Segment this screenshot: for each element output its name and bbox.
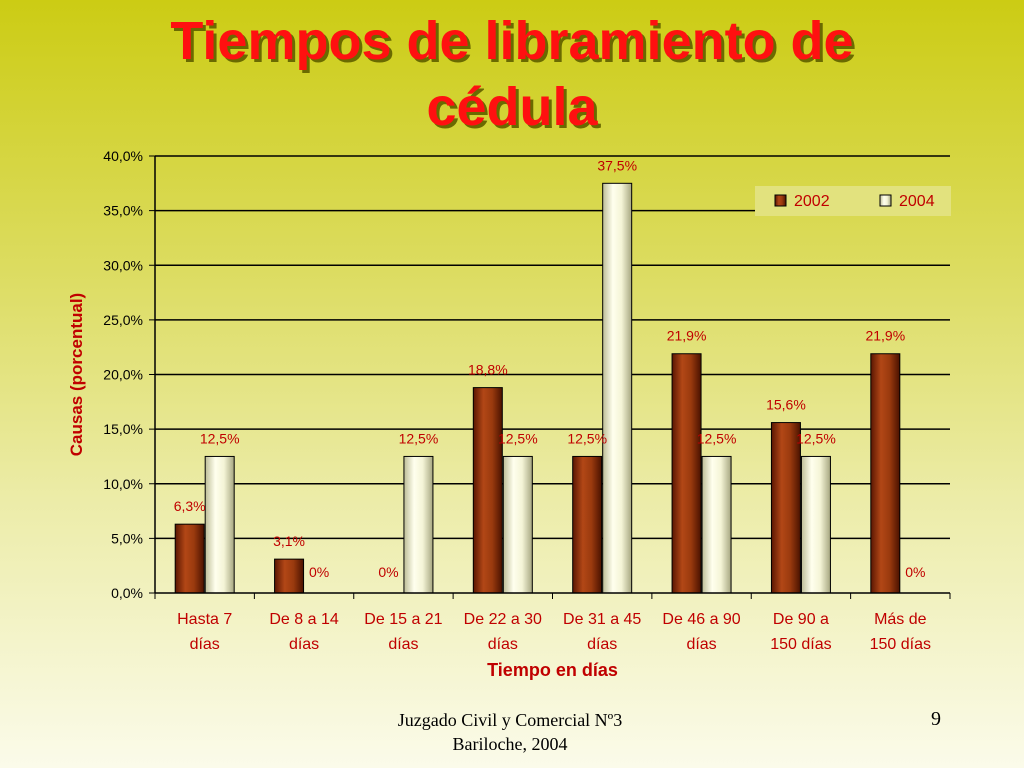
x-tick-label-line-1: De 15 a 21 [364,611,442,628]
data-label-2004: 12,5% [498,430,538,446]
bar-2002 [870,353,901,594]
data-label-2002: 0% [378,564,398,580]
y-tick-label: 35,0% [103,203,143,219]
axes: 0,0% 5,0% 10,0% 15,0% 20,0% 25,0% 30,0% 35,0% 40… [67,148,951,680]
bar-chart: 6,3%12,5%3,1%0% 0%12,5%18,8%12,5% 12,5%37,… [67,148,951,680]
legend-box [755,186,951,216]
data-label-2004: 0% [905,564,925,580]
y-tick-label: 15,0% [103,421,143,437]
slide-title: Tiempos de libramiento de cédula [0,8,1024,140]
footer-text: Juzgado Civil y Comercial Nº3 Bariloche,… [340,708,680,756]
bar-2004 [502,455,533,594]
y-tick-label: 0,0% [111,585,143,601]
y-tick-label: 20,0% [103,367,143,383]
bar-2002 [472,387,503,594]
data-labels: 6,3%12,5%3,1%0% 0%12,5%18,8%12,5% 12,5%37,… [174,157,926,580]
x-tick-label-line-1: De 46 a 90 [662,611,740,628]
data-label-2002: 15,6% [766,397,806,413]
footer-line-1: Juzgado Civil y Comercial Nº3 [397,710,623,730]
data-label-2002: 3,1% [273,533,305,549]
y-tick-label: 10,0% [103,476,143,492]
x-tick-label-line-1: De 90 a [773,611,829,628]
bar-2002 [572,455,603,594]
legend-label-2004: 2004 [899,193,935,210]
data-label-2004: 12,5% [697,430,737,446]
x-tick-label-line-2: días [488,636,518,653]
slide-title-line-1: Tiempos de libramiento de [170,11,854,71]
data-label-2002: 12,5% [567,430,607,446]
y-tick-label: 40,0% [103,148,143,164]
x-tick-label-line-2: días [289,636,319,653]
bar-2002 [770,422,801,594]
bar-2004 [800,455,831,594]
legend-swatch-2004 [879,194,892,207]
bars [174,182,901,594]
data-label-2004: 12,5% [796,430,836,446]
x-tick-label-line-1: Más de [874,611,927,628]
legend-label-2002: 2002 [794,193,830,210]
data-label-2004: 37,5% [597,157,637,173]
data-label-2004: 12,5% [200,430,240,446]
legend: 2002 2004 [755,186,951,216]
data-label-2002: 6,3% [174,498,206,514]
legend-swatch-2002 [774,194,787,207]
data-label-2004: 12,5% [399,430,439,446]
bar-2002 [174,523,205,594]
x-tick-label-line-2: días [190,636,220,653]
bar-2004 [701,455,732,594]
bar-2004 [204,455,235,594]
bar-2004 [403,455,434,594]
x-tick-label-line-1: De 8 a 14 [269,611,338,628]
x-tick-label-line-2: 150 días [870,636,931,653]
data-label-2004: 0% [309,564,329,580]
data-label-2002: 21,9% [865,328,905,344]
x-tick-label-line-1: De 31 a 45 [563,611,641,628]
y-axis-title: Causas (porcentual) [67,293,86,456]
y-tick-label: 30,0% [103,257,143,273]
data-label-2002: 21,9% [667,328,707,344]
x-tick-label-line-1: Hasta 7 [177,611,232,628]
y-tick-label: 5,0% [111,530,143,546]
page-number: 9 [931,708,941,730]
x-tick-label-line-2: días [388,636,418,653]
x-tick-label-line-2: 150 días [770,636,831,653]
data-label-2002: 18,8% [468,362,508,378]
bar-2004 [602,182,633,594]
x-tick-label-line-1: De 22 a 30 [464,611,542,628]
bar-2002 [274,558,305,594]
x-axis-title: Tiempo en días [487,660,618,680]
y-tick-label: 25,0% [103,312,143,328]
footer-line-2: Bariloche, 2004 [452,734,568,754]
x-tick-label-line-2: días [686,636,716,653]
bar-2002 [671,353,702,594]
slide-title-line-2: cédula [426,77,598,137]
x-tick-label-line-2: días [587,636,617,653]
